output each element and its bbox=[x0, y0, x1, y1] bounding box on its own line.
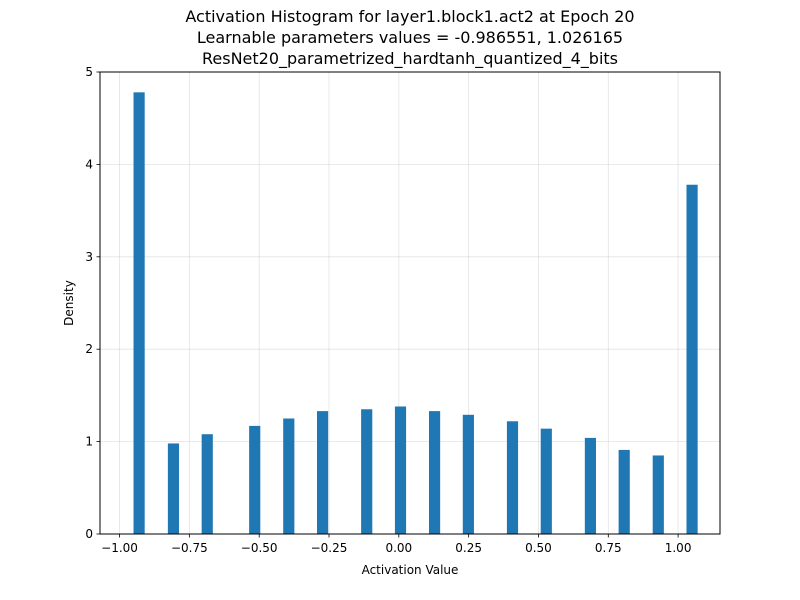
x-tick-label: −1.00 bbox=[101, 541, 138, 555]
y-tick-label: 3 bbox=[85, 250, 93, 264]
x-tick-label: 0.00 bbox=[385, 541, 412, 555]
title-line-3: ResNet20_parametrized_hardtanh_quantized… bbox=[202, 49, 618, 69]
y-tick-label: 1 bbox=[85, 435, 93, 449]
histogram-bar bbox=[394, 406, 407, 534]
y-axis-ticks: 0 1 2 3 4 5 bbox=[85, 65, 100, 541]
histogram-bar bbox=[686, 184, 698, 534]
x-tick-label: 1.00 bbox=[665, 541, 692, 555]
x-tick-label: −0.25 bbox=[311, 541, 348, 555]
x-axis-label: Activation Value bbox=[362, 563, 459, 577]
x-tick-label: 0.75 bbox=[595, 541, 622, 555]
histogram-bar bbox=[428, 411, 441, 534]
x-tick-label: −0.75 bbox=[171, 541, 208, 555]
y-tick-label: 2 bbox=[85, 342, 93, 356]
histogram-bar bbox=[201, 434, 213, 534]
y-tick-label: 0 bbox=[85, 527, 93, 541]
histogram-bar bbox=[167, 443, 180, 534]
histogram-bar bbox=[506, 421, 519, 534]
histogram-bar bbox=[462, 414, 474, 534]
histogram-bar bbox=[618, 449, 630, 534]
histogram-bar bbox=[652, 455, 664, 534]
title-line-2: Learnable parameters values = -0.986551,… bbox=[197, 28, 623, 47]
y-tick-label: 4 bbox=[85, 157, 93, 171]
title-line-1: Activation Histogram for layer1.block1.a… bbox=[185, 7, 634, 26]
bars bbox=[133, 92, 698, 534]
histogram-bar bbox=[283, 418, 295, 534]
histogram-bar bbox=[133, 92, 145, 534]
plot-frame bbox=[99, 71, 721, 535]
y-tick-label: 5 bbox=[85, 65, 93, 79]
x-axis-ticks: −1.00 −0.75 −0.50 −0.25 0.00 0.25 0.50 0.75 1.00 bbox=[101, 534, 691, 555]
histogram-bar bbox=[584, 437, 596, 534]
histogram-bar bbox=[540, 428, 552, 534]
x-tick-label: 0.25 bbox=[455, 541, 482, 555]
x-tick-label: −0.50 bbox=[241, 541, 278, 555]
histogram-bar bbox=[249, 425, 261, 534]
y-axis-label: Density bbox=[62, 280, 76, 326]
x-tick-label: 0.50 bbox=[525, 541, 552, 555]
chart-title: Activation Histogram for layer1.block1.a… bbox=[185, 7, 634, 69]
histogram-bar bbox=[361, 409, 373, 534]
histogram-bar bbox=[317, 411, 329, 534]
